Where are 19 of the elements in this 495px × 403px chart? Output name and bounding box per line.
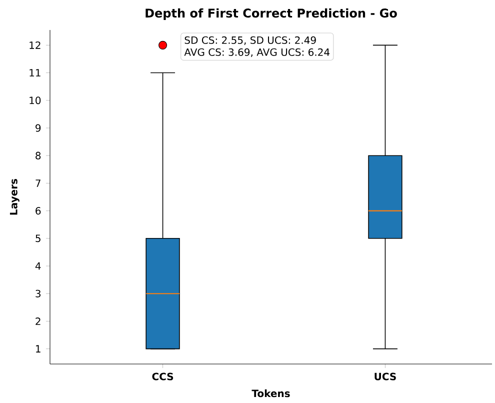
y-tick-label: 5 [36, 234, 40, 242]
chart-title: Depth of First Correct Prediction - Go [146, 8, 397, 20]
annotation: AVG CS: 3.69, AVG UCS: 6.24 [184, 48, 330, 57]
y-tick-label: 2 [36, 318, 40, 325]
x-tick-label: CCS [152, 372, 174, 380]
x-tick-label: UCS [374, 372, 396, 380]
y-tick-label: 12 [30, 41, 40, 49]
y-tick-label: 6 [36, 207, 41, 215]
annotation: SD CS: 2.55, SD UCS: 2.49 [184, 36, 316, 45]
y-tick-label: 10 [30, 96, 41, 104]
y-tick-label: 7 [36, 180, 40, 187]
y-tick-label: 3 [36, 290, 40, 298]
x-axis-title: Tokens [252, 389, 290, 398]
y-tick-label: 9 [36, 124, 41, 132]
y-tick-label: 8 [36, 152, 41, 160]
y-tick-label: 11 [30, 69, 40, 76]
y-tick-label: 4 [35, 262, 41, 270]
y-tick-label: 1 [36, 345, 40, 352]
y-axis-title: Layers [10, 178, 20, 215]
